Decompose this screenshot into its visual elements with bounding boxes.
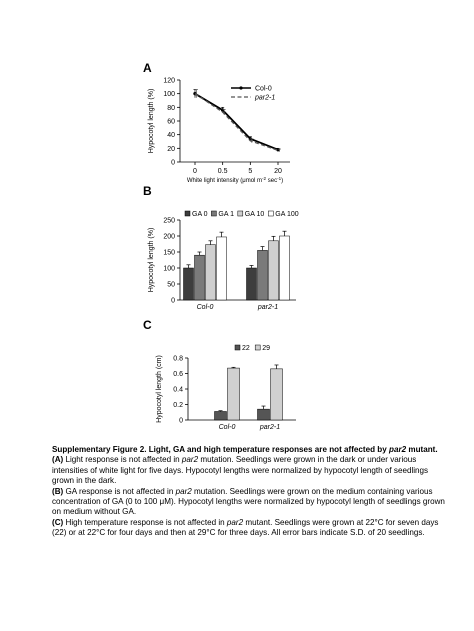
chart-c-x-tick-label: Col-0 xyxy=(219,424,236,431)
chart-b-legend-swatch xyxy=(184,210,191,217)
chart-a-y-tick-label: 40 xyxy=(167,132,175,139)
chart-b-legend-label: GA 100 xyxy=(275,211,298,218)
panel-label-b: B xyxy=(143,184,152,198)
caption-b: (B) GA response is not affected in par2 … xyxy=(52,486,445,517)
chart-b-y-tick-label: 0 xyxy=(171,298,175,305)
caption-c: (C) High temperature response is not aff… xyxy=(52,517,439,538)
chart-b-y-tick-label: 100 xyxy=(163,266,175,273)
chart-a-legend-label: Col-0 xyxy=(255,86,272,93)
chart-b-x-tick-label: par2-1 xyxy=(257,304,278,311)
chart-c-y-tick-label: 0 xyxy=(179,418,183,425)
chart-b-bar-Col-0-GA 10 xyxy=(205,244,216,301)
panel-label-a: A xyxy=(143,61,152,75)
chart-c-bar-Col-0-29 xyxy=(227,367,240,421)
chart-a-x-axis-label: White light intensity (μmol m-2 sec-1) xyxy=(187,176,283,184)
chart-b-legend-label: GA 1 xyxy=(218,211,234,218)
chart-c-bar-par2-1-22 xyxy=(257,408,270,421)
chart-b-y-tick-label: 200 xyxy=(163,234,175,241)
chart-a-series-line-Col-0 xyxy=(194,92,279,151)
chart-b-bar-par2-1-GA 100 xyxy=(279,235,290,301)
chart-b-legend-label: GA 10 xyxy=(245,211,265,218)
chart-b-x-tick-label: Col-0 xyxy=(197,304,214,311)
chart-a-legend-label: par2-1 xyxy=(254,95,275,102)
caption-a: (A) Light response is not affected in pa… xyxy=(52,455,429,486)
chart-b-y-tick-label: 250 xyxy=(163,218,175,225)
chart-a-y-tick-label: 20 xyxy=(167,146,175,153)
chart-a-x-tick-label: 5 xyxy=(248,168,252,175)
chart-c-x-tick-label: par2-1 xyxy=(259,424,280,431)
chart-c-legend-swatch xyxy=(254,344,261,351)
chart-b-y-axis-label: Hypocotyl length (%) xyxy=(148,228,155,293)
chart-b-bar-par2-1-GA 1 xyxy=(257,250,268,301)
chart-b-bar-par2-1-GA 10 xyxy=(268,240,279,301)
chart-b-bar-par2-1-GA 0 xyxy=(246,267,257,301)
chart-a-x-tick-label: 20 xyxy=(274,168,282,175)
chart-a-y-tick-label: 0 xyxy=(171,160,175,167)
figure-caption: Supplementary Figure 2. Light, GA and hi… xyxy=(52,445,452,539)
chart-c-legend-label: 29 xyxy=(262,345,270,352)
chart-b-bar-Col-0-GA 1 xyxy=(194,254,205,301)
chart-b-y-tick-label: 150 xyxy=(163,250,175,257)
chart-b-bar-Col-0-GA 100 xyxy=(216,236,227,301)
chart-c-bar-par2-1-29 xyxy=(270,368,283,421)
chart-c-legend-label: 22 xyxy=(242,345,250,352)
chart-b-y-tick-label: 50 xyxy=(167,282,175,289)
chart-c-bar-Col-0-22 xyxy=(214,411,227,421)
chart-c-y-tick-label: 0.2 xyxy=(173,402,183,409)
chart-c-y-tick-label: 0.6 xyxy=(173,371,183,378)
caption-title: Supplementary Figure 2. Light, GA and hi… xyxy=(52,445,438,454)
chart-c-y-axis-label: Hypocotyl length (cm) xyxy=(156,355,163,423)
chart-a-y-tick-label: 60 xyxy=(167,119,175,126)
chart-a-legend-marker xyxy=(239,86,243,90)
chart-a-y-tick-label: 120 xyxy=(163,78,175,85)
chart-b-legend-swatch xyxy=(268,210,274,217)
chart-a-y-tick-label: 100 xyxy=(163,91,175,98)
chart-c-y-tick-label: 0.8 xyxy=(173,356,183,363)
chart-c-y-tick-label: 0.4 xyxy=(173,387,183,394)
chart-a-x-tick-label: 0.5 xyxy=(218,168,228,175)
chart-c-legend-swatch xyxy=(234,344,241,351)
chart-a-x-tick-label: 0 xyxy=(193,168,197,175)
chart-a-y-axis-label: Hypocotyl length (%) xyxy=(148,89,155,154)
chart-b-legend-label: GA 0 xyxy=(192,211,208,218)
chart-a-y-tick-label: 80 xyxy=(167,105,175,112)
panel-label-c: C xyxy=(143,318,152,332)
chart-b-legend-swatch xyxy=(211,210,217,217)
chart-b-legend-swatch xyxy=(237,210,244,217)
chart-a-series-line-par2-1 xyxy=(194,93,279,151)
chart-b-bar-Col-0-GA 0 xyxy=(183,267,194,301)
